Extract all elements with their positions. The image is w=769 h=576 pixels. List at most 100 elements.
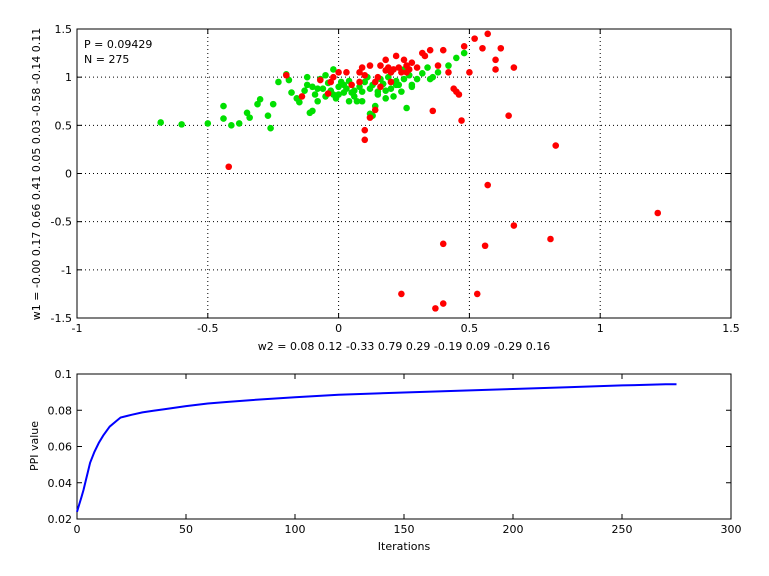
scatter-point: [392, 81, 400, 89]
scatter-point: [269, 100, 277, 108]
scatter-point: [371, 78, 379, 86]
scatter-point: [204, 120, 212, 127]
scatter-point: [220, 115, 227, 122]
scatter-point: [426, 46, 434, 54]
scatter-point: [398, 69, 405, 76]
scatter-point: [434, 62, 442, 69]
scatter-point: [426, 75, 434, 83]
scatter-x-axis-label: w2 = 0.08 0.12 -0.33 0.79 0.29 -0.19 0.0…: [258, 340, 551, 353]
scatter-point: [316, 76, 324, 84]
scatter-point: [358, 64, 366, 71]
scatter-point: [285, 76, 293, 84]
scatter-point: [432, 305, 439, 312]
x-tick-label: 100: [285, 523, 306, 536]
scatter-point: [453, 88, 460, 95]
y-tick-label: 0.08: [48, 404, 73, 417]
scatter-point: [361, 136, 369, 144]
scatter-point: [246, 114, 253, 121]
scatter-point: [366, 62, 374, 69]
x-tick-label: -0.5: [197, 322, 218, 335]
scatter-point: [371, 106, 379, 114]
scatter-point: [382, 87, 389, 94]
y-tick-label: 0.02: [48, 513, 73, 526]
scatter-point: [385, 73, 392, 81]
scatter-point: [377, 83, 384, 91]
scatter-point: [309, 107, 316, 115]
y-tick-label: 0: [65, 168, 72, 181]
scatter-point: [492, 66, 499, 73]
scatter-point: [314, 85, 321, 93]
x-tick-label: 0: [335, 322, 342, 335]
scatter-point: [398, 290, 405, 298]
scatter-point: [413, 64, 421, 71]
scatter-point: [301, 87, 308, 94]
scatter-point: [390, 93, 397, 100]
scatter-point: [345, 97, 353, 105]
scatter-point: [374, 88, 382, 95]
scatter-point: [400, 56, 408, 64]
scatter-point: [330, 73, 337, 81]
x-tick-label: 0: [74, 523, 81, 536]
scatter-point: [466, 69, 473, 76]
scatter-point: [510, 64, 518, 71]
scatter-point: [220, 102, 227, 110]
scatter-point: [377, 62, 384, 69]
ppi-line: [76, 383, 677, 513]
scatter-point: [445, 62, 452, 69]
x-tick-label: 150: [394, 523, 415, 536]
y-tick-label: 0.06: [48, 441, 73, 454]
scatter-point: [319, 85, 327, 93]
scatter-point: [340, 81, 348, 89]
scatter-point: [353, 97, 361, 105]
scatter-ticks: -1 -0.5 0 0.5 1 1.5-1.5-1-0.500.511.5: [51, 23, 740, 335]
scatter-point: [178, 121, 185, 128]
scatter-point: [228, 122, 235, 129]
scatter-point: [314, 97, 321, 105]
x-tick-label: 250: [612, 523, 633, 536]
scatter-point: [408, 59, 416, 67]
scatter-point: [235, 120, 243, 127]
scatter-point: [309, 83, 316, 91]
scatter-grid: [77, 29, 731, 318]
scatter-point: [395, 64, 403, 71]
line-axes-box: [76, 373, 732, 520]
scatter-point: [350, 87, 358, 94]
scatter-point: [497, 44, 505, 52]
y-tick-label: 1.5: [55, 23, 73, 36]
x-tick-label: -1: [72, 322, 83, 335]
line-y-axis-label: PPI value: [28, 421, 41, 471]
scatter-point: [547, 235, 554, 243]
scatter-point: [429, 107, 437, 115]
scatter-point: [510, 222, 518, 229]
x-tick-label: 50: [179, 523, 193, 536]
y-tick-label: 0.1: [55, 368, 73, 381]
scatter-point: [408, 83, 416, 91]
scatter-point: [243, 109, 251, 117]
scatter-point: [356, 78, 363, 86]
y-tick-label: 1: [65, 71, 72, 84]
scatter-point: [481, 242, 489, 250]
scatter-point: [390, 66, 397, 73]
scatter-point: [356, 83, 363, 91]
scatter-point: [361, 78, 369, 86]
scatter-point: [403, 104, 410, 112]
y-tick-label: 0.04: [48, 477, 73, 490]
scatter-point: [256, 96, 264, 103]
scatter-point: [288, 89, 295, 96]
scatter-point: [298, 93, 306, 100]
scatter-point: [473, 290, 481, 298]
scatter-point: [460, 49, 468, 57]
scatter-point: [453, 54, 460, 62]
scatter-points: [157, 30, 662, 312]
scatter-point: [398, 88, 405, 95]
line-ticks: 0 50 100 150 200 250 300 0.02 0.04 0.06 0.08 0.1: [48, 368, 742, 536]
y-tick-label: 0.5: [55, 119, 73, 132]
scatter-point: [348, 81, 355, 89]
scatter-point: [492, 56, 499, 64]
scatter-point: [264, 112, 272, 119]
scatter-point: [387, 85, 395, 93]
scatter-point: [439, 240, 447, 248]
scatter-point: [413, 75, 421, 83]
scatter-point: [484, 30, 492, 38]
